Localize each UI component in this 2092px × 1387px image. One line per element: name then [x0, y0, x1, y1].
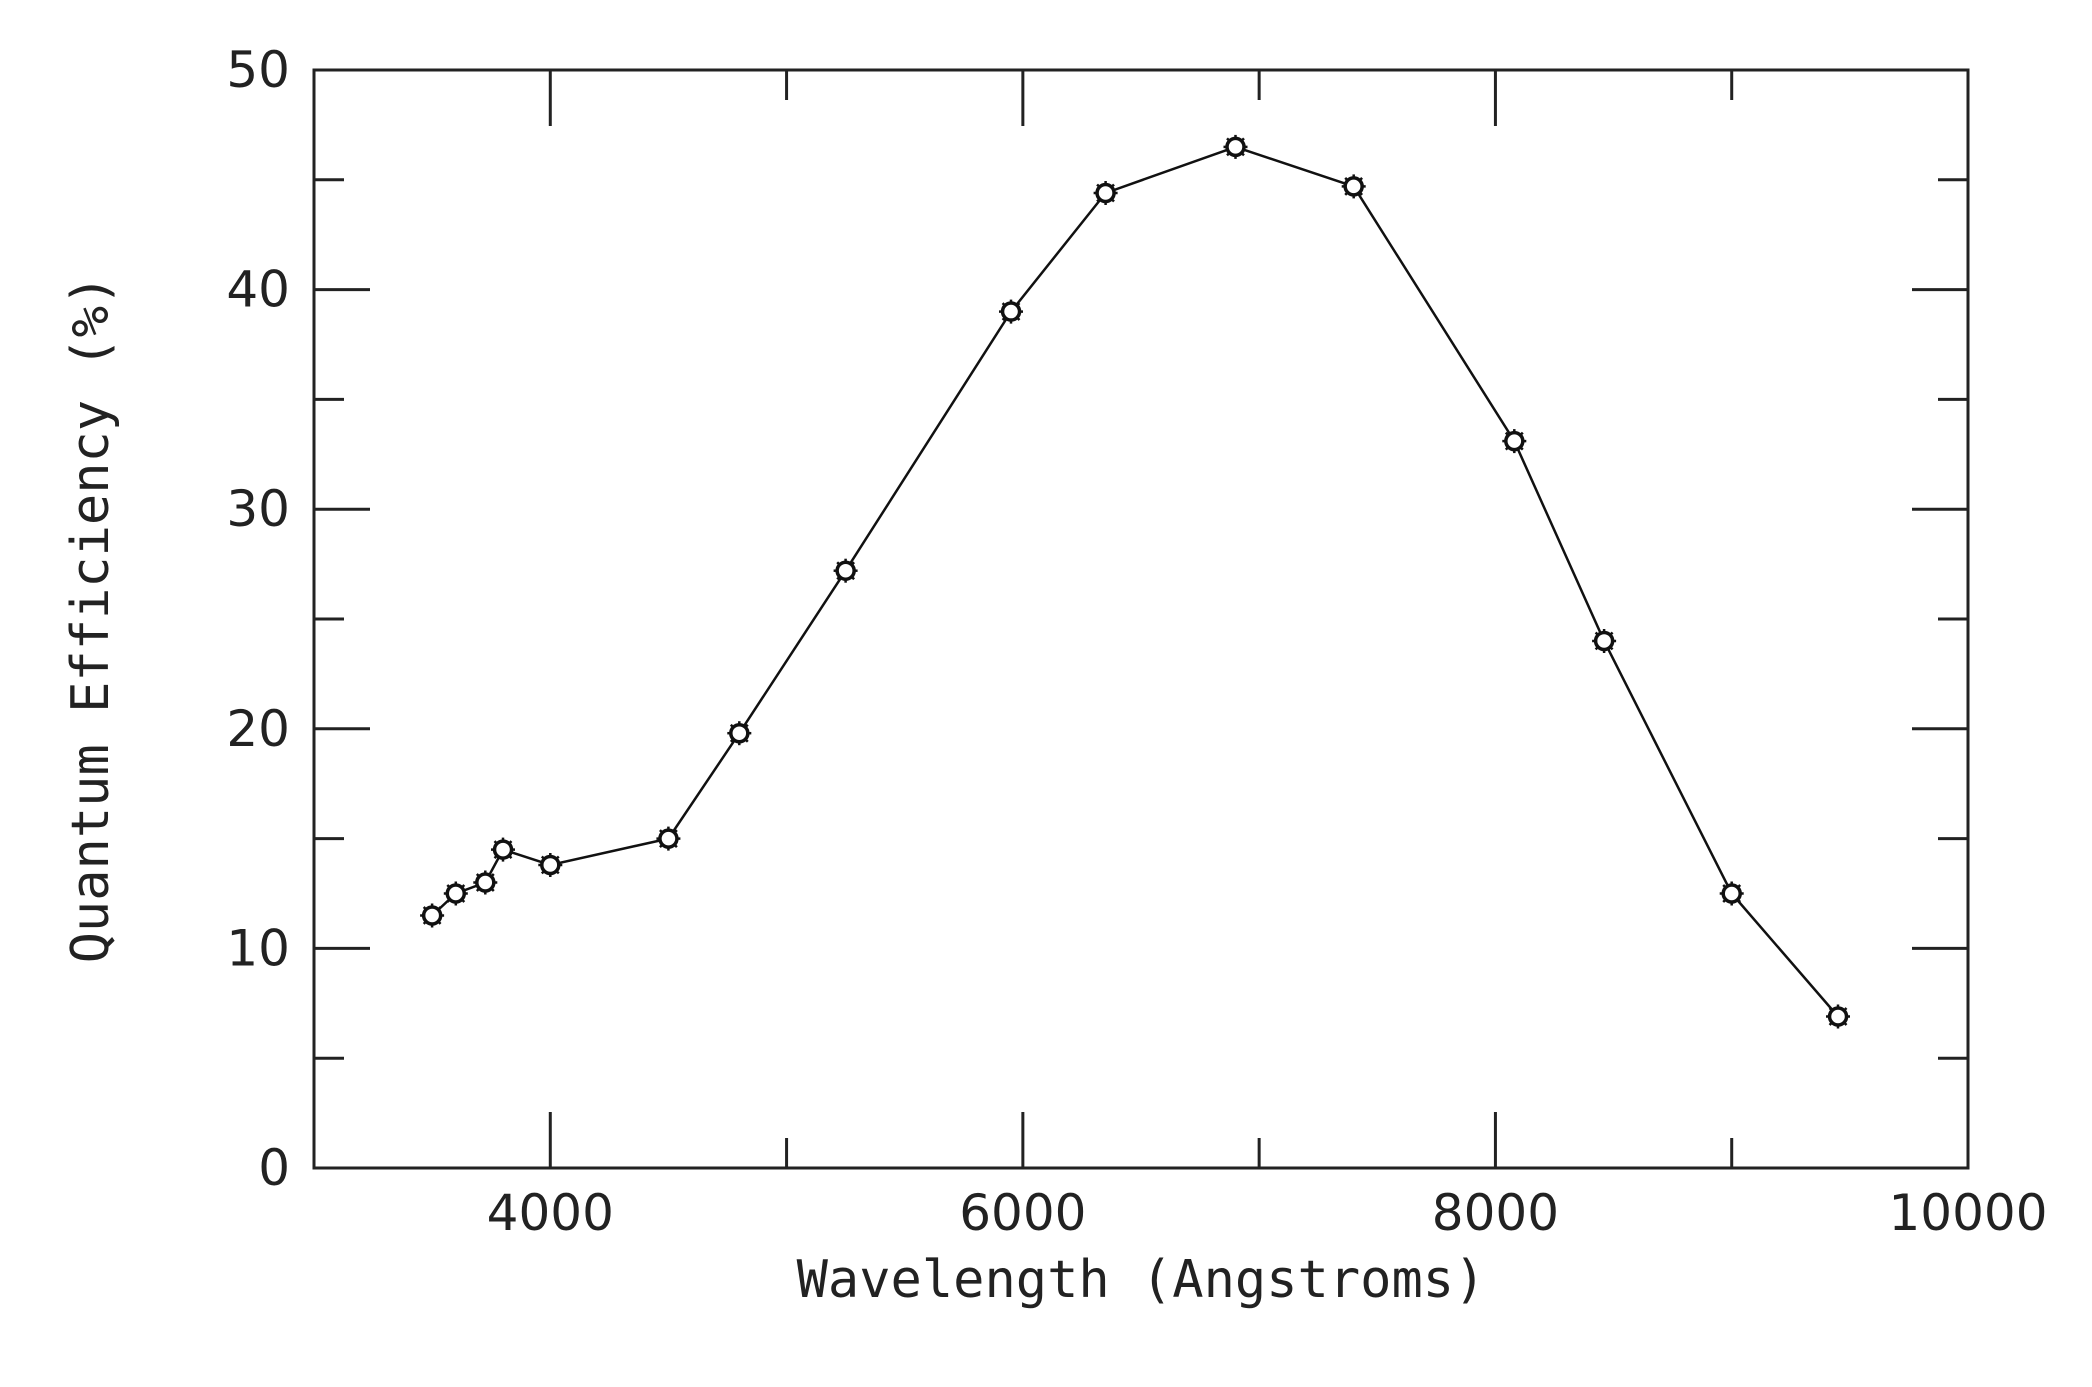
- data-point: [833, 558, 858, 583]
- data-point: [538, 853, 563, 877]
- data-point: [443, 881, 468, 906]
- series-line: [431, 145, 1839, 1018]
- tick-labels: 4000 6000 8000 10000 0 10 20 30 40 50: [226, 41, 2047, 1242]
- data-point: [1341, 174, 1366, 199]
- data-point: [656, 826, 681, 851]
- y-tick-label: 30: [226, 480, 290, 538]
- series-group: [420, 134, 1850, 1029]
- x-tick-label: 4000: [487, 1184, 614, 1242]
- y-tick-label: 40: [226, 261, 290, 319]
- x-tick-label: 6000: [959, 1184, 1086, 1242]
- y-tick-label: 10: [226, 919, 290, 977]
- y-tick-label: 50: [226, 41, 290, 99]
- axis-ticks: [314, 70, 1968, 1168]
- data-point: [1093, 181, 1118, 205]
- data-point: [727, 721, 752, 746]
- data-point: [420, 903, 445, 928]
- data-point: [1719, 881, 1744, 906]
- data-point: [491, 837, 515, 862]
- data-point: [1826, 1004, 1850, 1029]
- data-point: [473, 870, 498, 895]
- x-axis-title: Wavelength (Angstroms): [797, 1250, 1486, 1310]
- y-tick-label: 20: [226, 700, 290, 758]
- y-axis-title: Quantum Efficiency (%): [61, 275, 121, 964]
- x-tick-label: 10000: [1888, 1184, 2047, 1242]
- data-point: [1223, 134, 1248, 159]
- x-tick-label: 8000: [1432, 1184, 1559, 1242]
- data-point: [1592, 629, 1617, 653]
- data-point: [1502, 429, 1527, 454]
- plot-frame: [312, 68, 1970, 1170]
- y-tick-label: 0: [258, 1139, 290, 1197]
- data-point: [999, 299, 1023, 324]
